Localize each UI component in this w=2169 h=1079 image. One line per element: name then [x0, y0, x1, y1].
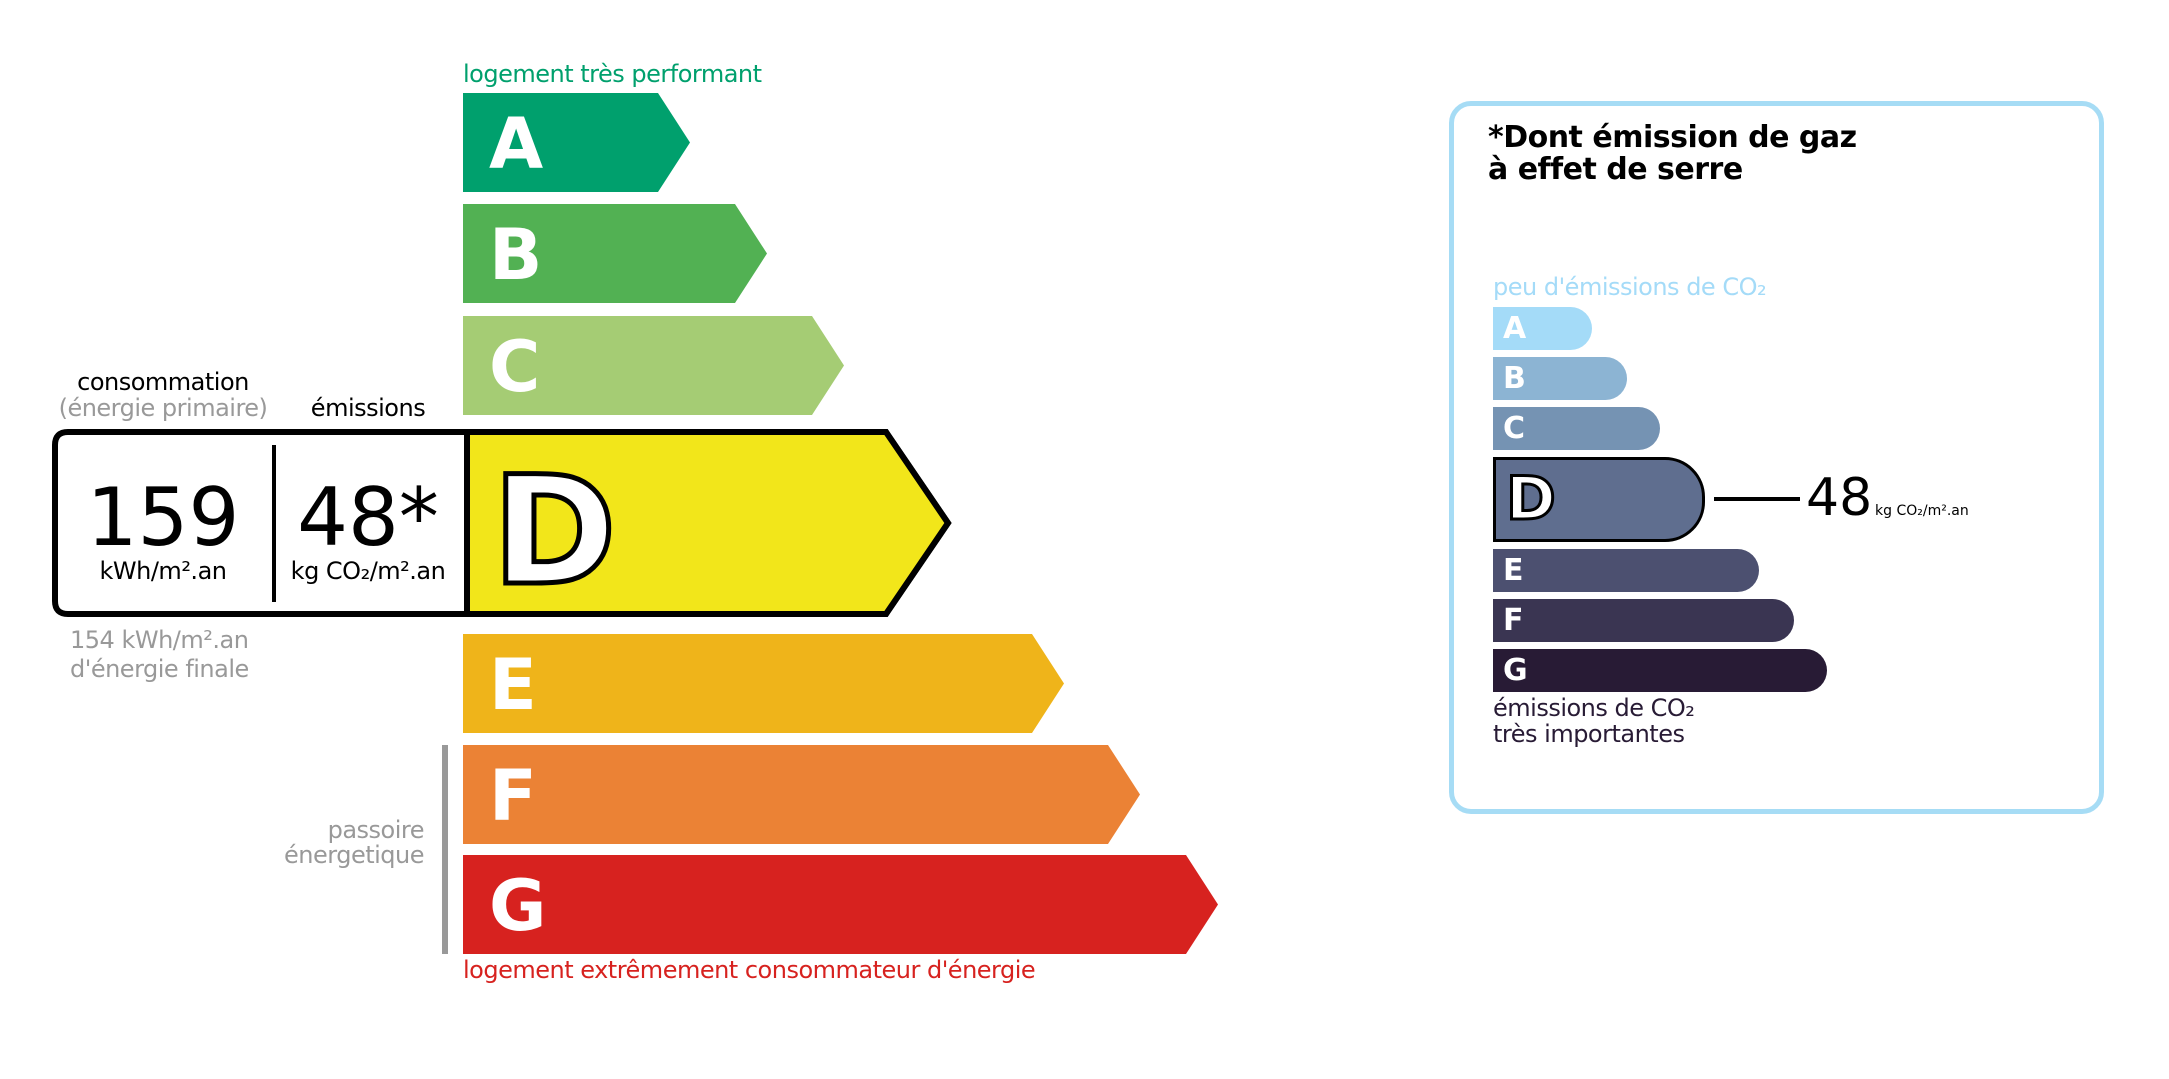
ges-letter: C [1503, 411, 1526, 446]
class-bar-e: E [463, 634, 1064, 733]
ges-title: *Dont émission de gaz à effet de serre [1488, 122, 1857, 186]
passoire-label-2: énergetique [284, 841, 424, 869]
final-energy-value: 154 kWh/m².an [70, 626, 249, 654]
ges-letter: A [1503, 311, 1527, 346]
ges-pointer-line [1714, 497, 1800, 501]
class-bar-a: A [463, 93, 690, 192]
ges-bar-g: G [1493, 649, 1827, 692]
ges-letter: B [1503, 361, 1526, 396]
ges-panel [1449, 101, 2104, 814]
bottom-label: logement extrêmement consommateur d'éner… [463, 956, 1036, 984]
class-letter: A [489, 103, 544, 185]
current-class-letter: D [492, 445, 617, 619]
current-class-box: D [52, 429, 952, 622]
emissions-header: émissions [310, 394, 426, 422]
class-letter: C [489, 326, 541, 408]
emissions-unit: kg CO₂/m².an [290, 557, 446, 585]
ges-letter: E [1503, 553, 1524, 588]
ges-unit: kg CO₂/m².an [1875, 503, 1969, 519]
class-bar-d [464, 429, 952, 617]
class-letter: F [489, 755, 537, 837]
class-letter: B [489, 214, 543, 296]
ges-title-line2: à effet de serre [1488, 152, 1743, 187]
ges-value: 48 [1806, 468, 1873, 528]
consumption-header: consommation [77, 368, 249, 396]
ges-bar-f: F [1493, 599, 1794, 642]
ges-letter: F [1503, 603, 1524, 638]
top-label: logement très performant [463, 60, 762, 88]
ges-current-letter: D [1505, 463, 1558, 536]
ges-letter: G [1503, 653, 1528, 688]
consumption-unit: kWh/m².an [99, 557, 227, 585]
passoire-label-1: passoire [327, 816, 425, 844]
ges-bar-a: A [1493, 307, 1592, 350]
ges-bar-d: D [1493, 457, 1705, 542]
final-energy-label: d'énergie finale [70, 655, 249, 683]
ges-title-line1: *Dont émission de gaz [1488, 120, 1857, 155]
ges-bottom-label-line1: émissions de CO₂ [1493, 694, 1695, 722]
emissions-value: 48* [297, 471, 439, 564]
passoire-bracket [442, 745, 448, 954]
class-bar-f: F [463, 745, 1140, 844]
ges-bottom-label: émissions de CO₂ très importantes [1493, 694, 1695, 748]
class-bar-c: C [463, 316, 844, 415]
ges-bar-e: E [1493, 549, 1759, 592]
class-letter: G [489, 865, 547, 947]
ges-bar-b: B [1493, 357, 1627, 400]
consumption-value: 159 [86, 471, 240, 564]
ges-bar-c: C [1493, 407, 1660, 450]
class-letter: E [489, 644, 537, 726]
consumption-sub: (énergie primaire) [58, 394, 268, 422]
class-bar-g: G [463, 855, 1218, 954]
ges-top-label: peu d'émissions de CO₂ [1493, 273, 1767, 301]
class-bar-b: B [463, 204, 767, 303]
ges-bottom-label-line2: très importantes [1493, 720, 1685, 748]
